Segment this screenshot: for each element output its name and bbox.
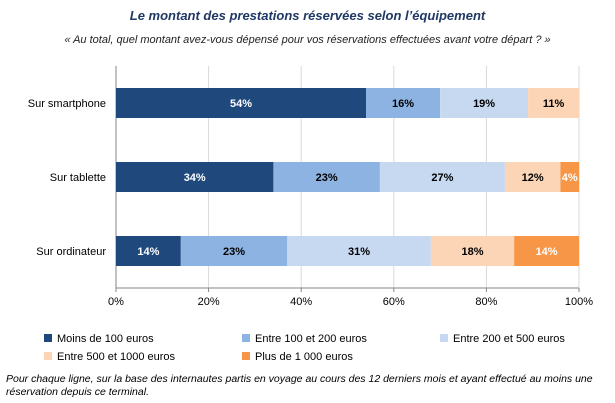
bar-segment	[116, 88, 367, 118]
x-tick-label: 100%	[565, 296, 593, 308]
x-tick-label: 40%	[290, 296, 312, 308]
data-label: 4%	[562, 172, 578, 184]
category-label: Sur ordinateur	[36, 246, 106, 258]
legend-item: Entre 500 et 1000 euros	[44, 351, 175, 363]
bar-segment	[287, 236, 431, 266]
data-label: 16%	[392, 98, 414, 110]
chart-title: Le montant des prestations réservées sel…	[129, 8, 486, 23]
bar-segment	[430, 236, 515, 266]
data-label: 23%	[316, 172, 338, 184]
legend-label: Plus de 1 000 euros	[255, 351, 353, 363]
data-label: 12%	[522, 172, 544, 184]
chart-subtitle: « Au total, quel montant avez-vous dépen…	[64, 34, 551, 46]
legend-label: Entre 200 et 500 euros	[453, 333, 565, 345]
x-tick-label: 20%	[198, 296, 220, 308]
legend-swatch	[44, 352, 52, 360]
bar-segment	[514, 236, 579, 266]
x-tick-label: 0%	[108, 296, 124, 308]
legend-item: Plus de 1 000 euros	[242, 351, 353, 363]
bar-segment	[379, 162, 505, 192]
bar-segment	[366, 88, 441, 118]
category-label: Sur smartphone	[28, 98, 106, 110]
legend-label: Entre 500 et 1000 euros	[57, 351, 176, 363]
data-label: 14%	[536, 246, 558, 258]
x-tick-label: 60%	[383, 296, 405, 308]
legend-swatch	[44, 334, 52, 342]
footnote: Pour chaque ligne, sur la base des inter…	[6, 373, 593, 398]
legend-label: Moins de 100 euros	[57, 333, 154, 345]
data-label: 19%	[473, 98, 495, 110]
data-label: 27%	[431, 172, 453, 184]
bar-segment	[116, 162, 274, 192]
bar-segment	[440, 88, 529, 118]
category-label: Sur tablette	[50, 172, 106, 184]
bar-segment	[504, 162, 561, 192]
bar-segment	[560, 162, 579, 192]
bar-segment	[116, 236, 181, 266]
bar-segment	[528, 88, 579, 118]
legend-swatch	[440, 334, 448, 342]
bar-segment	[180, 236, 288, 266]
bar-segment	[273, 162, 380, 192]
data-label: 11%	[543, 98, 565, 110]
data-label: 14%	[137, 246, 159, 258]
data-label: 31%	[348, 246, 370, 258]
legend-item: Entre 200 et 500 euros	[440, 333, 565, 345]
legend-item: Moins de 100 euros	[44, 333, 154, 345]
legend-item: Entre 100 et 200 euros	[242, 333, 367, 345]
legend-swatch	[242, 334, 250, 342]
data-label: 18%	[461, 246, 483, 258]
data-label: 34%	[184, 172, 206, 184]
data-label: 54%	[230, 98, 252, 110]
legend-swatch	[242, 352, 250, 360]
x-tick-label: 80%	[475, 296, 497, 308]
data-label: 23%	[223, 246, 245, 258]
legend-label: Entre 100 et 200 euros	[255, 333, 367, 345]
